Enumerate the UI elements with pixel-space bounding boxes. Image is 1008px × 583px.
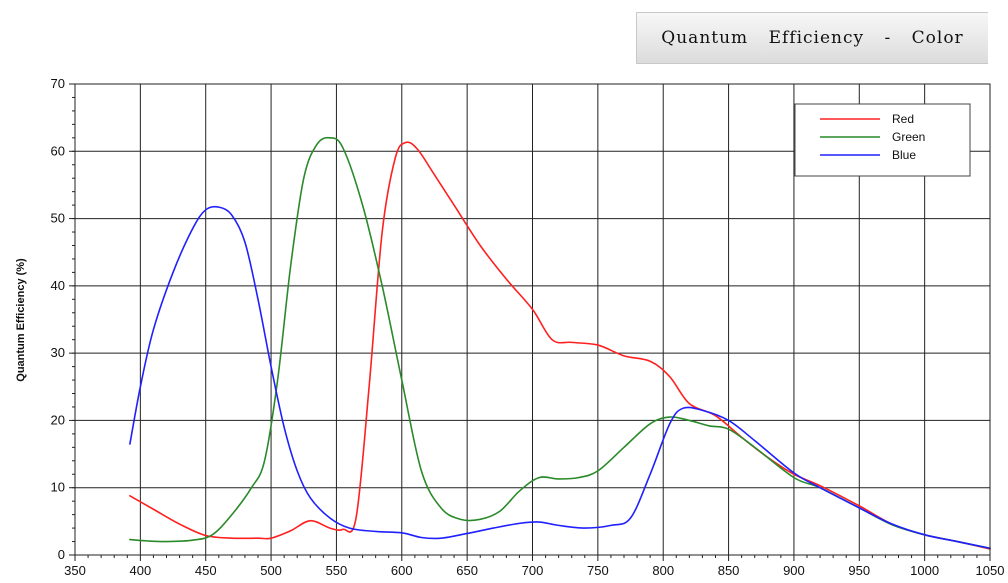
x-tick-label: 700 [522, 563, 544, 578]
y-tick-label: 40 [51, 278, 65, 293]
y-tick-label: 50 [51, 211, 65, 226]
legend-box [794, 103, 971, 177]
x-tick-label: 800 [652, 563, 674, 578]
x-tick-label: 550 [326, 563, 348, 578]
y-tick-label: 10 [51, 480, 65, 495]
axes: 350 400 450 500 550 600 650 700 750 800 850 900 950 1… [51, 76, 1005, 578]
series-line-green [129, 136, 991, 550]
legend-label-blue: Blue [892, 148, 916, 162]
legend-label-red: Red [892, 112, 914, 126]
y-axis-title: Quantum Efficiency (%) [15, 258, 27, 382]
x-tick-label: 950 [848, 563, 870, 578]
x-tick-label: 450 [195, 563, 217, 578]
x-tick-label: 600 [391, 563, 413, 578]
x-tick-label: 1000 [910, 563, 939, 578]
chart-title: Quantum Efficiency - Color [661, 28, 964, 48]
y-tick-label: 60 [51, 143, 65, 158]
series-line-red [129, 141, 991, 550]
y-tick-label: 70 [51, 76, 65, 91]
legend-label-green: Green [892, 130, 925, 144]
legend: Red Green Blue [794, 103, 971, 177]
y-tick-label: 20 [51, 412, 65, 427]
x-tick-label: 1050 [976, 563, 1005, 578]
series-line-blue [129, 205, 991, 550]
grid [75, 84, 990, 555]
x-tick-label: 750 [587, 563, 609, 578]
x-tick-label: 500 [260, 563, 282, 578]
chart-title-box: Quantum Efficiency - Color [636, 12, 988, 64]
series-layer [129, 136, 991, 550]
x-tick-label: 400 [130, 563, 152, 578]
x-tick-label: 900 [783, 563, 805, 578]
x-tick-label: 350 [64, 563, 86, 578]
y-tick-label: 0 [58, 547, 65, 562]
x-tick-label: 650 [456, 563, 478, 578]
x-tick-label: 850 [718, 563, 740, 578]
y-tick-label: 30 [51, 345, 65, 360]
